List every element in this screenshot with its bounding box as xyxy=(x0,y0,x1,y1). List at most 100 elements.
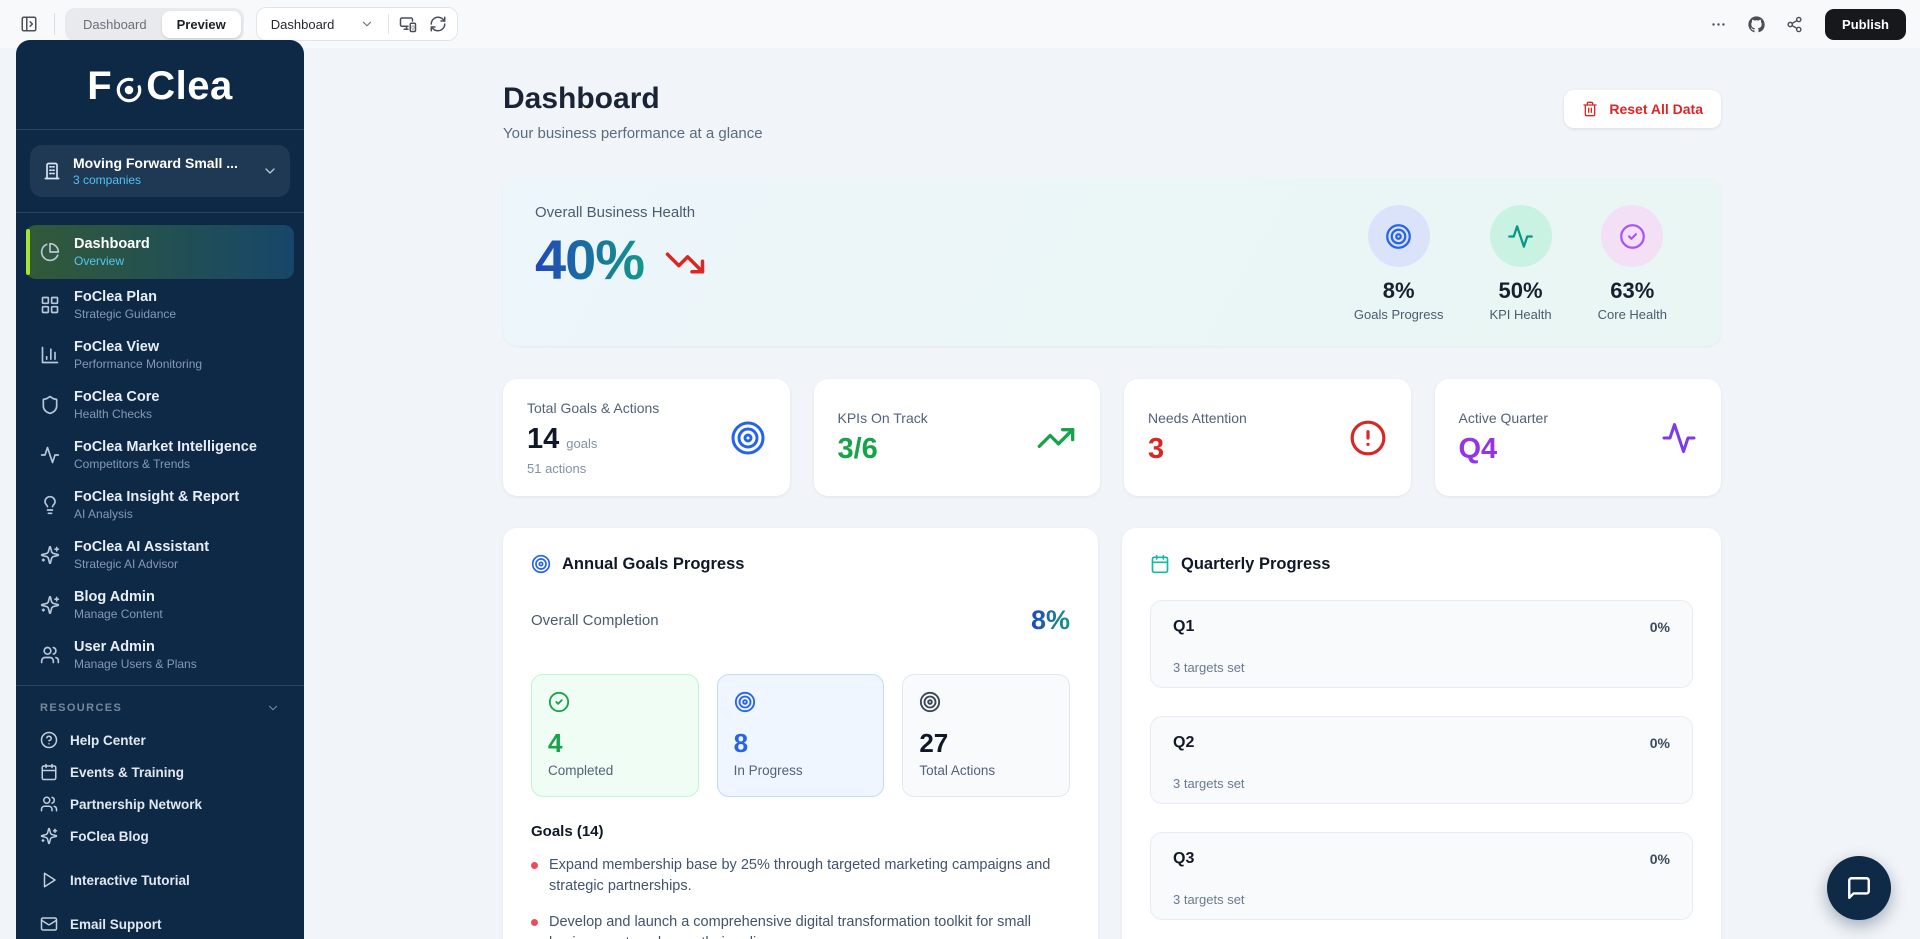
building-icon xyxy=(42,161,62,181)
total-actions-box: 27 Total Actions xyxy=(902,674,1070,797)
share-button[interactable] xyxy=(1779,9,1809,39)
target-icon xyxy=(531,554,551,574)
health-stat-label: KPI Health xyxy=(1489,307,1552,322)
bar-chart-icon xyxy=(40,345,60,365)
more-options-button[interactable] xyxy=(1703,9,1733,39)
health-stat-core-health: 63% Core Health xyxy=(1598,205,1667,322)
nav-sublabel: Health Checks xyxy=(74,407,153,421)
resource-label: Partnership Network xyxy=(70,796,203,812)
box-label: Total Actions xyxy=(919,763,996,778)
health-label: Overall Business Health xyxy=(535,204,696,221)
shield-icon xyxy=(40,395,60,415)
page-title: Dashboard xyxy=(503,82,660,115)
resource-label: Events & Training xyxy=(70,764,185,780)
publish-button[interactable]: Publish xyxy=(1825,8,1906,40)
page-select[interactable]: Dashboard xyxy=(261,17,385,32)
sidebar-item-events-training[interactable]: Events & Training xyxy=(16,756,304,788)
nav-sublabel: Manage Content xyxy=(74,607,163,621)
stat-card-suffix: goals xyxy=(566,435,598,451)
sidebar-item-dashboard[interactable]: Dashboard Overview xyxy=(26,225,294,279)
sidebar-item-blog-admin[interactable]: Blog Admin Manage Content xyxy=(26,581,294,629)
share-icon xyxy=(1786,16,1803,33)
nav-sublabel: Competitors & Trends xyxy=(74,457,191,471)
goal-text: Develop and launch a comprehensive digit… xyxy=(549,914,1031,939)
target-icon xyxy=(730,420,766,456)
quarter-meta: 3 targets set xyxy=(1173,660,1245,675)
sidebar-toggle-button[interactable] xyxy=(14,9,44,39)
box-label: In Progress xyxy=(733,763,803,778)
resource-label: Help Center xyxy=(70,732,146,748)
check-circle-icon xyxy=(1619,223,1646,250)
goal-text: Expand membership base by 25% through ta… xyxy=(549,857,1051,895)
device-preview-button[interactable]: 0 xyxy=(393,9,423,39)
logo-text-left: F xyxy=(87,64,113,108)
goal-bullet xyxy=(531,862,538,869)
builder-toolbar: Dashboard Preview Dashboard 0 Publish xyxy=(0,0,1920,48)
goals-list-title: Goals (14) xyxy=(531,823,604,840)
goals-completed-box: 4 Completed xyxy=(531,674,699,797)
sidebar-item-partnership-network[interactable]: Partnership Network xyxy=(16,788,304,820)
main-content: Dashboard Your business performance at a… xyxy=(304,48,1920,939)
box-value: 4 xyxy=(548,728,563,758)
quarter-label: Q3 xyxy=(1173,850,1195,867)
sidebar-item-user-admin[interactable]: User Admin Manage Users & Plans xyxy=(26,631,294,679)
nav-label: FoClea View xyxy=(74,339,160,355)
chevron-down-icon xyxy=(262,163,278,179)
resources-title: RESOURCES xyxy=(40,702,123,714)
sidebar-item-foclea-view[interactable]: FoClea View Performance Monitoring xyxy=(26,331,294,379)
page-header: Dashboard Your business performance at a… xyxy=(503,82,1721,142)
health-stat-label: Goals Progress xyxy=(1353,307,1444,322)
mode-tab-group: Dashboard Preview xyxy=(65,7,244,41)
github-icon xyxy=(1747,15,1765,33)
goal-list-item: Develop and launch a comprehensive digit… xyxy=(531,912,1070,939)
resources-section-toggle[interactable]: RESOURCES xyxy=(16,686,304,724)
quarter-meta: 3 targets set xyxy=(1173,776,1245,791)
stat-card-needs-attention: Needs Attention 3 xyxy=(1124,379,1411,496)
reset-all-data-button[interactable]: Reset All Data xyxy=(1564,90,1721,128)
tab-dashboard[interactable]: Dashboard xyxy=(68,11,162,38)
sidebar-item-foclea-plan[interactable]: FoClea Plan Strategic Guidance xyxy=(26,281,294,329)
activity-icon xyxy=(1661,420,1697,456)
activity-icon xyxy=(40,445,60,465)
sidebar-item-help-center[interactable]: Help Center xyxy=(16,724,304,756)
quarter-item-q1[interactable]: Q1 0% 3 targets set xyxy=(1150,600,1693,688)
trash-icon xyxy=(1582,101,1598,117)
quarterly-panel-title: Quarterly Progress xyxy=(1181,554,1331,573)
tab-preview[interactable]: Preview xyxy=(161,10,241,38)
quarter-item-q3[interactable]: Q3 0% 3 targets set xyxy=(1150,832,1693,920)
chat-widget-button[interactable] xyxy=(1827,856,1891,920)
company-selector[interactable]: Moving Forward Small ... 3 companies xyxy=(30,145,290,197)
sidebar-item-interactive-tutorial[interactable]: Interactive Tutorial xyxy=(16,864,304,896)
picker-divider xyxy=(388,14,390,34)
health-stat-kpi-health: 50% KPI Health xyxy=(1489,205,1552,322)
nav-label: Dashboard xyxy=(74,236,150,252)
overall-completion-value: 8% xyxy=(1030,605,1070,635)
sidebar-item-market-intelligence[interactable]: FoClea Market Intelligence Competitors &… xyxy=(26,431,294,479)
trending-down-icon xyxy=(664,242,706,284)
users-icon xyxy=(40,795,58,813)
refresh-icon xyxy=(429,15,447,33)
refresh-button[interactable] xyxy=(423,9,453,39)
annual-goals-progress-card: Annual Goals Progress Overall Completion… xyxy=(503,528,1098,939)
nav-sublabel: Manage Users & Plans xyxy=(74,657,197,671)
sidebar-item-insight-report[interactable]: FoClea Insight & Report AI Analysis xyxy=(26,481,294,529)
calendar-icon xyxy=(1150,554,1170,574)
annual-panel-title: Annual Goals Progress xyxy=(562,554,745,573)
quarter-percent: 0% xyxy=(1649,735,1670,751)
box-label: Completed xyxy=(548,763,614,778)
sidebar-divider xyxy=(16,212,304,213)
sidebar-item-foclea-core[interactable]: FoClea Core Health Checks xyxy=(26,381,294,429)
sidebar-item-ai-assistant[interactable]: FoClea AI Assistant Strategic AI Advisor xyxy=(26,531,294,579)
nav-sublabel: Strategic AI Advisor xyxy=(74,557,179,571)
nav-label: Blog Admin xyxy=(74,589,155,605)
stat-card-value: 14 xyxy=(527,422,560,455)
users-icon xyxy=(40,645,60,665)
sidebar-item-email-support[interactable]: Email Support xyxy=(16,908,304,939)
health-stat-value: 63% xyxy=(1610,278,1655,303)
resource-label: Interactive Tutorial xyxy=(70,872,190,888)
quarter-item-q2[interactable]: Q2 0% 3 targets set xyxy=(1150,716,1693,804)
sidebar-item-foclea-blog[interactable]: FoClea Blog xyxy=(16,820,304,852)
overall-completion-label: Overall Completion xyxy=(531,612,659,629)
devices-icon: 0 xyxy=(399,15,417,33)
github-button[interactable] xyxy=(1741,9,1771,39)
